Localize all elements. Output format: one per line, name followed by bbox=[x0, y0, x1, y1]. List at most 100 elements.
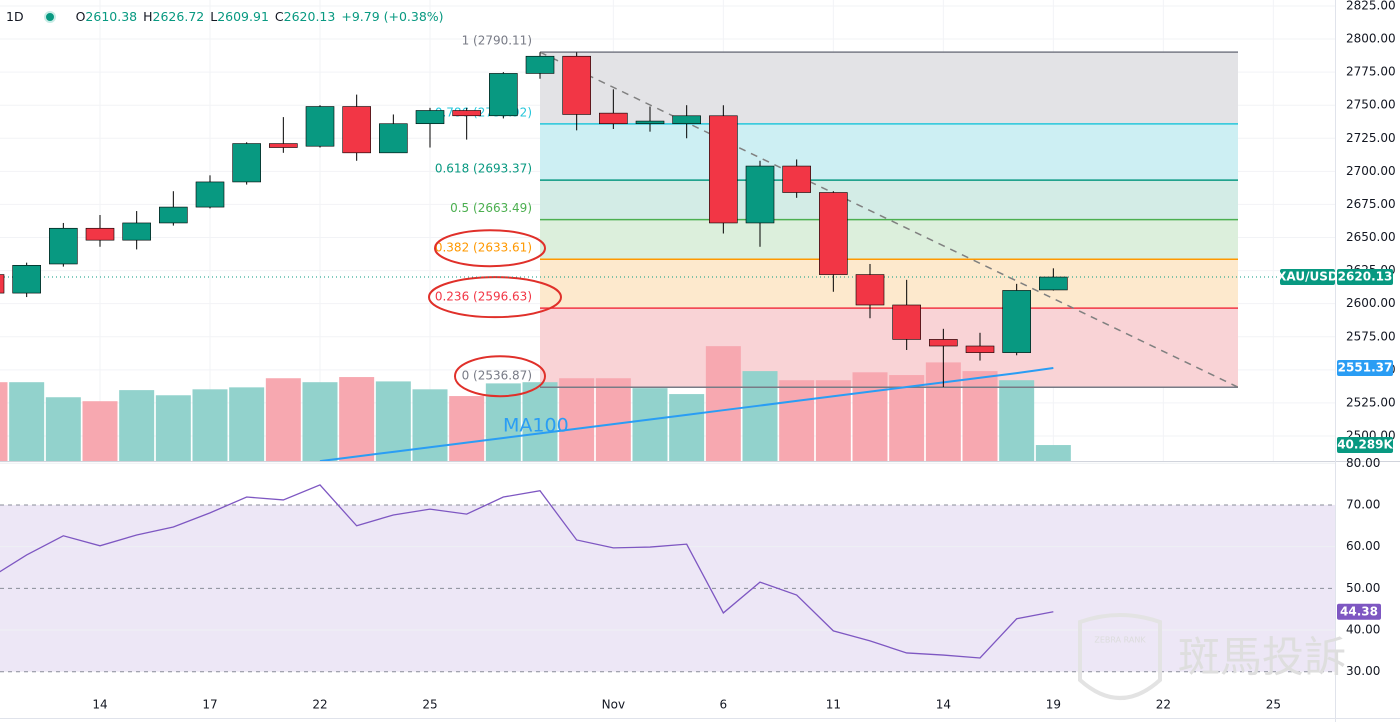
y-tick-label: 2725.00 bbox=[1346, 131, 1396, 145]
y-tick-label: 2575.00 bbox=[1346, 329, 1396, 343]
ohlc-key: O bbox=[75, 9, 86, 24]
ma-line bbox=[319, 367, 1054, 461]
watermark-text: 斑馬投訴 bbox=[1178, 633, 1346, 682]
y-tick-label: 50.00 bbox=[1346, 581, 1380, 595]
x-tick-label: 19 bbox=[1046, 698, 1061, 712]
candle-body bbox=[745, 165, 775, 224]
ohlc-field: H2626.72 bbox=[143, 9, 204, 24]
y-tick-label: 2650.00 bbox=[1346, 230, 1396, 244]
y-tick-label: 2825.00 bbox=[1346, 0, 1396, 12]
volume-bar bbox=[779, 380, 815, 461]
candle-body bbox=[49, 227, 78, 265]
volume-bar bbox=[412, 389, 448, 461]
candle-body bbox=[232, 143, 261, 183]
symbol-badge-bg bbox=[1280, 269, 1335, 286]
candle-body bbox=[0, 274, 5, 294]
interval: 1D bbox=[6, 9, 24, 24]
volume-bar bbox=[265, 378, 301, 461]
candle-body bbox=[379, 123, 408, 154]
x-tick-label: 14 bbox=[92, 698, 107, 712]
candle-body bbox=[1039, 276, 1068, 291]
x-tick-label: Nov bbox=[602, 698, 625, 712]
fib-zone bbox=[540, 219, 1238, 260]
watermark-shield bbox=[1078, 613, 1162, 700]
volume-bar bbox=[632, 388, 668, 461]
ohlc-field: O2610.38 bbox=[76, 9, 138, 24]
y-tick-label: 60.00 bbox=[1346, 539, 1380, 553]
volume-bar bbox=[815, 380, 851, 461]
candle-body bbox=[635, 120, 665, 125]
volume-bar bbox=[742, 371, 778, 461]
watermark-brand: ZEBRA RANK bbox=[1094, 636, 1146, 645]
ohlc-key: H bbox=[143, 9, 153, 24]
volume-bar bbox=[1035, 445, 1071, 461]
fib-zone bbox=[540, 308, 1238, 388]
candle-body bbox=[415, 110, 445, 125]
ohlc-value: 2626.72 bbox=[152, 9, 205, 24]
y-tick-label: 2700.00 bbox=[1346, 164, 1396, 178]
volume-bar bbox=[0, 382, 8, 461]
y-tick-label: 40.00 bbox=[1346, 623, 1380, 637]
fib-label: 0.618 (2693.37) bbox=[435, 162, 532, 176]
candle-body bbox=[599, 112, 628, 125]
fib-zone bbox=[540, 259, 1238, 309]
fib-label: 0.382 (2633.61) bbox=[435, 241, 532, 255]
fib-label: 1 (2790.11) bbox=[462, 34, 532, 48]
ohlc-value: 2620.13 bbox=[283, 9, 336, 24]
candle-body bbox=[85, 227, 115, 241]
y-tick-label: 2525.00 bbox=[1346, 395, 1396, 409]
volume-bar bbox=[449, 396, 485, 461]
change: +9.79 (+0.38%) bbox=[341, 9, 444, 24]
ohlc-field: L2609.91 bbox=[210, 9, 269, 24]
candle-body bbox=[855, 274, 885, 306]
y-tick-label: 2600.00 bbox=[1346, 296, 1396, 310]
volume-badge: 40.289K bbox=[1337, 438, 1393, 452]
x-tick-label: 11 bbox=[826, 698, 841, 712]
x-tick-label: 22 bbox=[1156, 698, 1171, 712]
candle-body bbox=[342, 106, 371, 154]
volume-bar bbox=[192, 389, 228, 461]
volume-bar bbox=[302, 382, 338, 461]
candle-body bbox=[159, 206, 188, 224]
volume-bar bbox=[559, 378, 595, 461]
annotation-ellipse bbox=[428, 276, 562, 319]
volume-bar bbox=[669, 394, 705, 461]
volume-bar bbox=[339, 377, 375, 461]
fib-label: 0.236 (2596.63) bbox=[435, 290, 532, 304]
volume-bar bbox=[852, 372, 888, 461]
x-tick-label: 25 bbox=[1266, 698, 1281, 712]
price-badge: 2620.13 bbox=[1338, 270, 1393, 284]
ohlc-key: L bbox=[210, 9, 218, 24]
y-tick-label: 2775.00 bbox=[1346, 65, 1396, 79]
y-tick-label: 30.00 bbox=[1346, 664, 1380, 678]
volume-bar bbox=[119, 390, 155, 461]
volume-bar bbox=[705, 346, 741, 461]
y-tick-label: 2675.00 bbox=[1346, 197, 1396, 211]
x-tick-label: 14 bbox=[936, 698, 951, 712]
x-tick-label: 6 bbox=[720, 698, 728, 712]
x-tick-label: 25 bbox=[422, 698, 437, 712]
candle-body bbox=[965, 345, 995, 353]
rsi-line bbox=[0, 484, 1054, 659]
y-tick-label: 70.00 bbox=[1346, 497, 1380, 511]
price-badge-bg bbox=[1337, 269, 1393, 286]
volume-bar bbox=[962, 371, 998, 461]
rsi-badge-bg bbox=[1337, 603, 1381, 620]
rsi-badge: 44.38 bbox=[1340, 604, 1378, 618]
candle-body bbox=[1002, 290, 1031, 353]
candle-body bbox=[819, 192, 848, 275]
candle-body bbox=[672, 115, 701, 125]
x-tick-label: 22 bbox=[312, 698, 327, 712]
ohlc-value: 2609.91 bbox=[217, 9, 269, 24]
candle-body bbox=[489, 73, 518, 117]
ma-badge-bg bbox=[1337, 360, 1393, 377]
volume-bar bbox=[82, 401, 118, 461]
fib-zone bbox=[540, 123, 1238, 181]
candle-body bbox=[195, 181, 225, 208]
ohlc-key: C bbox=[274, 9, 284, 24]
candle-body bbox=[269, 143, 298, 148]
annotation-ellipse bbox=[434, 229, 546, 268]
annotation-ellipse bbox=[454, 355, 546, 398]
